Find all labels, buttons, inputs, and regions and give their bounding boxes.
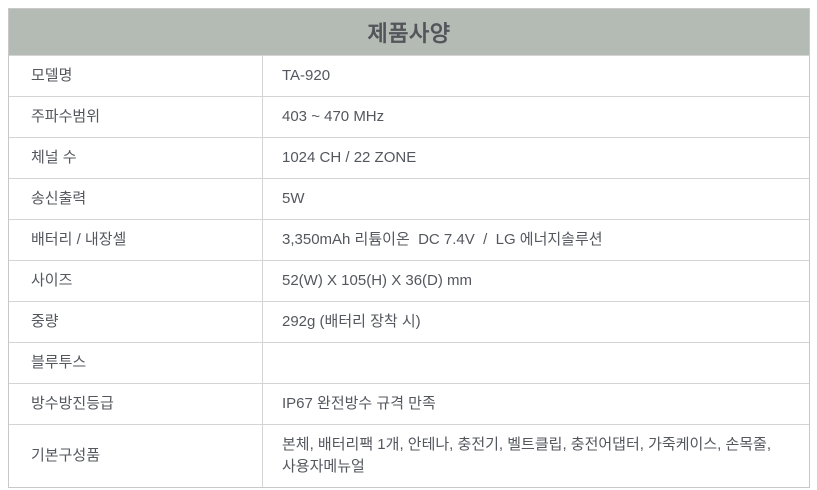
spec-label: 기본구성품 xyxy=(9,425,263,487)
spec-value: 292g (배터리 장착 시) xyxy=(282,313,421,331)
table-row-frequency-range: 주파수범위 403 ~ 470 MHz xyxy=(9,96,809,137)
table-row-size: 사이즈 52(W) X 105(H) X 36(D) mm xyxy=(9,260,809,301)
table-row-tx-output: 송신출력 5W xyxy=(9,178,809,219)
spec-value: 403 ~ 470 MHz xyxy=(282,108,385,126)
spec-table-header: 제품사양 xyxy=(9,9,809,55)
spec-table: 제품사양 모델명 TA-920 주파수범위 403 ~ 470 MHz 체널 수… xyxy=(8,8,810,488)
spec-value: 본체, 배터리팩 1개, 안테나, 충전기, 벨트클립, 충전어댑터, 가죽케이… xyxy=(282,436,772,475)
spec-value: IP67 완전방수 규격 만족 xyxy=(282,395,436,413)
table-row-battery: 배터리 / 내장셀 3,350mAh 리튬이온 DC 7.4V / LG 에너지… xyxy=(9,219,809,260)
table-row-bluetooth: 블루투스 xyxy=(9,342,809,383)
spec-value: 1024 CH / 22 ZONE xyxy=(282,149,417,167)
spec-label: 블루투스 xyxy=(9,343,263,383)
spec-value xyxy=(263,343,809,383)
spec-value: 5W xyxy=(282,190,305,208)
spec-label: 주파수범위 xyxy=(9,97,263,137)
table-row-included-items: 기본구성품 본체, 배터리팩 1개, 안테나, 충전기, 벨트클립, 충전어댑터… xyxy=(9,424,809,487)
table-row-waterproof-rating: 방수방진등급 IP67 완전방수 규격 만족 xyxy=(9,383,809,424)
table-row-model: 모델명 TA-920 xyxy=(9,55,809,96)
table-row-weight: 중량 292g (배터리 장착 시) xyxy=(9,301,809,342)
spec-value: 3,350mAh 리튬이온 DC 7.4V / LG 에너지솔루션 xyxy=(282,231,603,249)
spec-value: TA-920 xyxy=(282,67,331,85)
page-title: 제품사양 xyxy=(367,21,451,46)
table-row-channel-count: 체널 수 1024 CH / 22 ZONE xyxy=(9,137,809,178)
spec-label: 송신출력 xyxy=(9,179,263,219)
spec-label: 모델명 xyxy=(9,56,263,96)
spec-label: 중량 xyxy=(9,302,263,342)
spec-value: 52(W) X 105(H) X 36(D) mm xyxy=(282,272,473,290)
spec-label: 배터리 / 내장셀 xyxy=(9,220,263,260)
spec-label: 방수방진등급 xyxy=(9,384,263,424)
spec-label: 사이즈 xyxy=(9,261,263,301)
spec-label: 체널 수 xyxy=(9,138,263,178)
